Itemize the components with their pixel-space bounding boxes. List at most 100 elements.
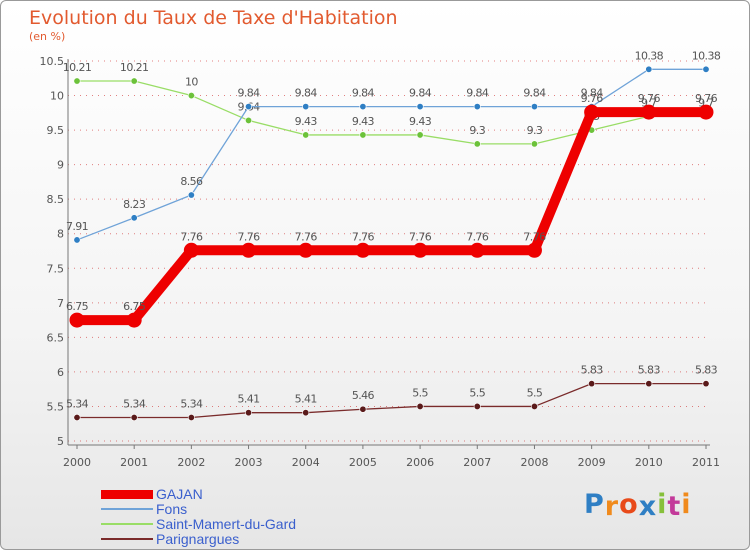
data-label: 10.38 xyxy=(635,49,664,62)
data-point xyxy=(302,103,310,111)
y-tick-label: 9.5 xyxy=(47,124,65,137)
data-label: 5.5 xyxy=(469,386,485,399)
x-tick-label: 2010 xyxy=(635,456,663,469)
data-label: 9.84 xyxy=(237,87,260,100)
data-point xyxy=(412,242,428,258)
data-label: 5.41 xyxy=(237,393,259,406)
y-tick-label: 7 xyxy=(57,297,64,310)
data-point xyxy=(183,242,199,258)
data-label: 9.84 xyxy=(295,87,318,100)
data-point xyxy=(641,104,657,120)
legend-swatch xyxy=(101,538,153,540)
data-point xyxy=(645,380,653,388)
data-label: 7.76 xyxy=(409,230,432,243)
data-point xyxy=(645,65,653,73)
data-point xyxy=(698,104,714,120)
data-point xyxy=(473,402,481,410)
y-tick-label: 5 xyxy=(57,435,64,448)
logo-letter: o xyxy=(619,489,639,520)
data-point xyxy=(702,65,710,73)
data-label: 9.84 xyxy=(409,87,432,100)
logo-letter: i xyxy=(681,489,692,520)
series-line xyxy=(76,383,707,419)
logo-letter: P xyxy=(584,489,605,520)
data-point xyxy=(469,242,485,258)
logo-letter: i xyxy=(657,489,668,520)
y-tick-label: 6.5 xyxy=(47,331,65,344)
data-point xyxy=(187,92,195,100)
data-label: 7.91 xyxy=(66,220,88,233)
data-point xyxy=(187,191,195,199)
data-label: 5.5 xyxy=(412,386,428,399)
y-tick-label: 7.5 xyxy=(47,262,65,275)
proxiti-logo: Proxiti xyxy=(584,489,692,522)
data-point xyxy=(73,77,81,85)
data-label: 8.23 xyxy=(123,198,146,211)
data-label: 9.84 xyxy=(581,87,604,100)
data-label: 10.38 xyxy=(692,49,721,62)
data-point xyxy=(473,140,481,148)
x-tick-label: 2004 xyxy=(292,456,320,469)
y-tick-label: 6 xyxy=(57,366,64,379)
data-label: 9.84 xyxy=(523,87,546,100)
data-label: 9.84 xyxy=(352,87,375,100)
data-label: 5.34 xyxy=(123,398,146,411)
legend-label: Fons xyxy=(156,501,188,517)
data-point xyxy=(130,214,138,222)
data-label: 7.76 xyxy=(180,230,203,243)
data-point xyxy=(126,312,142,328)
data-point xyxy=(530,103,538,111)
data-point xyxy=(530,140,538,148)
data-point xyxy=(73,236,81,244)
x-tick-label: 2001 xyxy=(120,456,148,469)
y-tick-label: 8 xyxy=(57,228,64,241)
data-point xyxy=(359,131,367,139)
data-point xyxy=(302,131,310,139)
chart-title: Evolution du Taux de Taxe d'Habitation xyxy=(29,7,398,29)
data-point xyxy=(245,116,253,124)
data-point xyxy=(245,103,253,111)
x-tick-label: 2009 xyxy=(578,456,606,469)
x-tick-label: 2006 xyxy=(406,456,434,469)
data-label: 5.41 xyxy=(295,393,317,406)
data-label: 7.76 xyxy=(466,230,489,243)
legend-swatch xyxy=(101,508,153,510)
data-point xyxy=(530,402,538,410)
x-tick-label: 2011 xyxy=(692,456,720,469)
data-label: 5.34 xyxy=(66,398,89,411)
data-point xyxy=(355,242,371,258)
x-tick-label: 2000 xyxy=(63,456,91,469)
y-tick-label: 10.5 xyxy=(40,55,65,68)
data-point xyxy=(187,414,195,422)
data-label: 10.21 xyxy=(63,61,92,74)
data-label: 5.83 xyxy=(695,364,718,377)
data-label: 7.76 xyxy=(352,230,375,243)
data-label: 8.56 xyxy=(180,175,203,188)
data-point xyxy=(298,242,314,258)
data-point xyxy=(69,312,85,328)
series-line xyxy=(76,80,707,145)
legend-swatch xyxy=(101,523,153,525)
data-point xyxy=(588,380,596,388)
data-label: 9.3 xyxy=(527,124,543,137)
data-point xyxy=(302,409,310,417)
data-label: 9.84 xyxy=(466,87,489,100)
data-point xyxy=(702,380,710,388)
x-tick-label: 2002 xyxy=(177,456,205,469)
x-tick-label: 2003 xyxy=(235,456,263,469)
data-point xyxy=(130,77,138,85)
data-label: 6.75 xyxy=(66,300,89,313)
data-label: 7.76 xyxy=(295,230,318,243)
legend-swatch xyxy=(101,489,153,499)
legend-label: Saint-Mamert-du-Gard xyxy=(156,516,297,532)
data-point xyxy=(241,242,257,258)
data-point xyxy=(416,131,424,139)
data-label: 5.83 xyxy=(581,364,604,377)
data-label: 6.75 xyxy=(123,300,146,313)
data-label: 5.83 xyxy=(638,364,661,377)
data-label: 9.76 xyxy=(581,92,604,105)
data-point xyxy=(245,409,253,417)
series-line xyxy=(72,107,711,326)
data-label: 9.3 xyxy=(469,124,485,137)
